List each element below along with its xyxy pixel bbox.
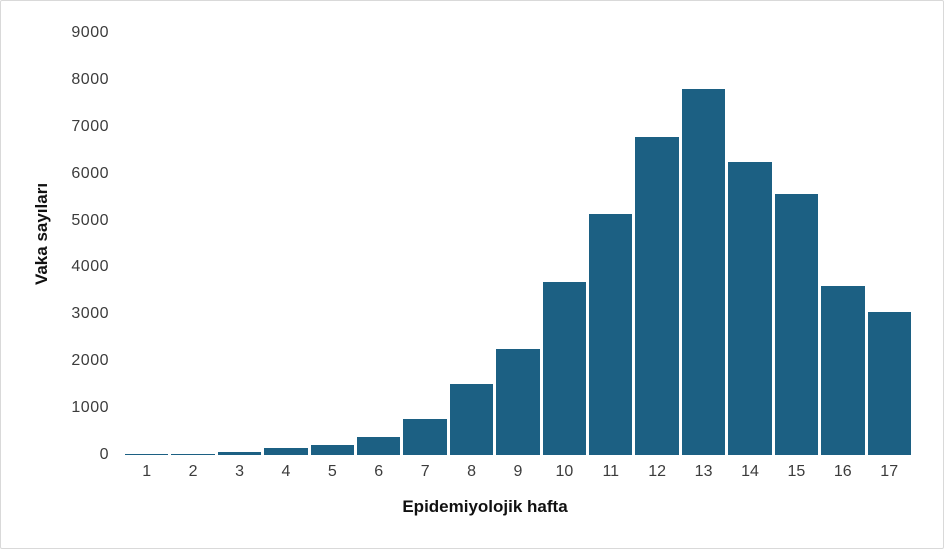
x-tick-label: 1	[142, 463, 152, 480]
y-tick-label: 7000	[71, 117, 109, 135]
x-tick-label: 14	[741, 463, 759, 480]
x-tick-label: 11	[602, 463, 620, 480]
y-tick-label: 6000	[71, 164, 109, 182]
x-tick-label: 8	[467, 463, 476, 480]
x-tick-label: 2	[188, 463, 198, 480]
bar-week-10	[542, 281, 587, 455]
x-axis-title: Epidemiyolojik hafta	[402, 497, 568, 516]
y-tick-label: 0	[99, 446, 109, 463]
bar-week-4	[264, 447, 308, 455]
bar-week-17	[867, 312, 911, 455]
x-tick-label: 9	[513, 463, 523, 480]
bar-week-11	[589, 214, 633, 455]
x-tick-label: 12	[648, 463, 667, 480]
bar-week-5	[310, 444, 355, 455]
y-axis-tick-labels: 0 1000 2000 3000 4000 5000 6000 7000 8000 9000	[1, 1, 109, 548]
x-tick-label: 15	[787, 463, 806, 480]
x-tick-label: 5	[327, 463, 337, 480]
bar-week-7	[403, 419, 447, 455]
bar-week-14	[728, 161, 772, 455]
y-tick-label: 2000	[71, 352, 109, 370]
x-tick-label: 16	[833, 463, 852, 480]
bar-week-2	[171, 453, 215, 455]
x-tick-label: 13	[694, 463, 713, 480]
bar-week-13	[681, 89, 726, 455]
bar-week-12	[635, 137, 679, 455]
bar-week-1	[125, 453, 169, 455]
x-axis-tick-labels: 1 2 3 4 5 6 7 8 9 10 11 12 13 14 15 16 17	[125, 463, 911, 481]
y-axis-title: Vaka sayıları	[32, 182, 51, 286]
y-tick-label: 5000	[71, 211, 109, 229]
x-tick-label: 6	[374, 463, 384, 480]
bar-week-9	[496, 349, 540, 455]
bar-week-8	[449, 383, 494, 455]
y-tick-label: 4000	[71, 258, 109, 276]
x-tick-label: 10	[555, 463, 574, 480]
y-tick-label: 8000	[71, 70, 109, 88]
x-tick-label: 3	[235, 463, 244, 480]
x-tick-label: 17	[880, 463, 899, 480]
bar-week-6	[357, 436, 401, 455]
y-tick-label: 3000	[71, 305, 109, 323]
y-tick-label: 1000	[71, 399, 109, 417]
bar-week-3	[217, 452, 262, 455]
bar-week-15	[774, 194, 819, 455]
y-tick-label: 9000	[71, 24, 109, 41]
x-tick-label: 4	[281, 463, 291, 480]
x-tick-label: 7	[420, 463, 430, 480]
bar-week-16	[821, 286, 865, 455]
plot-area	[125, 33, 911, 455]
